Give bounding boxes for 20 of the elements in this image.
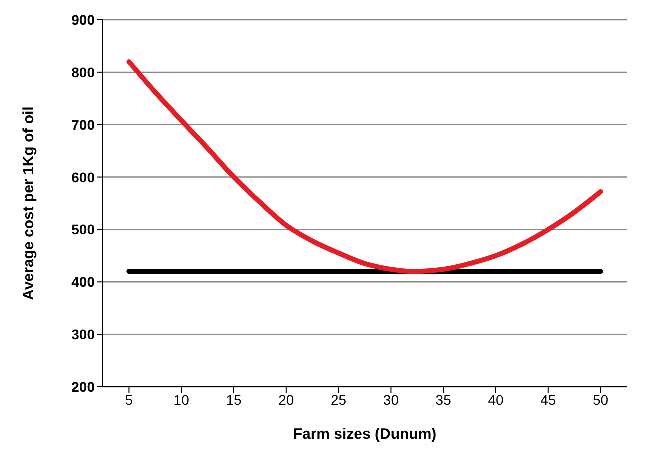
y-axis-title: Average cost per 1Kg of oil — [20, 106, 38, 300]
x-tick-label: 30 — [383, 392, 400, 408]
y-tick-label: 200 — [72, 378, 96, 395]
x-tick-label: 15 — [226, 392, 242, 408]
x-tick-label: 10 — [174, 392, 190, 408]
y-tick-label: 700 — [72, 116, 96, 133]
y-tick-label: 800 — [72, 64, 96, 80]
x-axis-title: Farm sizes (Dunum) — [293, 426, 437, 443]
x-tick-label: 25 — [331, 392, 347, 408]
x-tick-label: 45 — [540, 392, 556, 408]
x-tick-label: 35 — [436, 392, 452, 408]
y-tick-label: 300 — [72, 326, 96, 343]
x-tick-label: 50 — [593, 392, 609, 408]
y-tick-label: 400 — [72, 274, 96, 290]
x-tick-label: 40 — [488, 392, 504, 408]
y-tick-label: 900 — [72, 12, 96, 28]
x-tick-label: 20 — [278, 392, 294, 408]
x-tick-label: 5 — [125, 392, 134, 408]
y-tick-label: 600 — [72, 169, 96, 186]
y-tick-label: 500 — [72, 222, 96, 238]
